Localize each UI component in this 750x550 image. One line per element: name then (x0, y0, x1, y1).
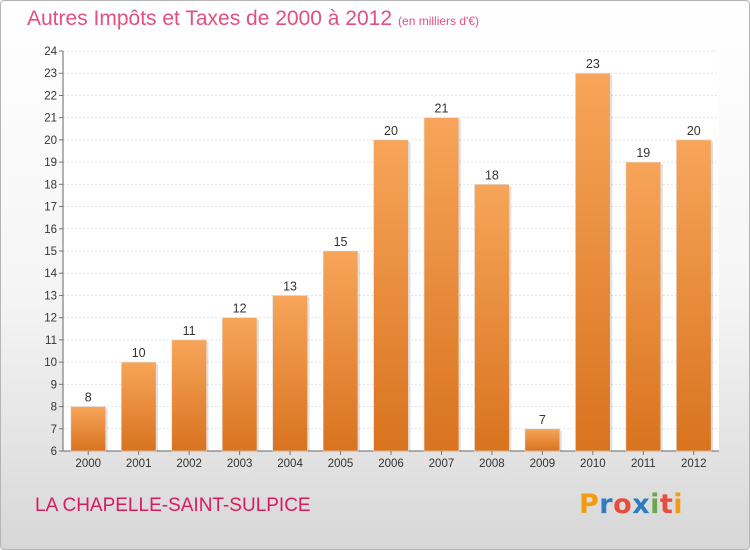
y-tick-label: 16 (44, 224, 57, 236)
logo-letter: t (659, 489, 674, 520)
x-tick-label: 2005 (328, 458, 354, 470)
data-label: 15 (334, 235, 348, 249)
bar (575, 72, 611, 452)
y-tick-label: 19 (44, 157, 57, 169)
bar (70, 406, 106, 452)
bar (272, 295, 308, 452)
y-tick-label: 6 (51, 446, 57, 458)
y-tick-label: 24 (44, 46, 57, 58)
bar (373, 139, 409, 452)
data-label: 23 (586, 57, 600, 71)
proxiti-logo[interactable]: Proxiti (579, 489, 683, 520)
data-label: 12 (233, 302, 247, 316)
data-label: 20 (384, 124, 398, 138)
x-tick-label: 2002 (176, 458, 202, 470)
data-label: 8 (85, 391, 92, 405)
data-label: 13 (283, 279, 297, 293)
bar (221, 317, 258, 452)
x-tick-label: 2010 (580, 458, 606, 470)
x-tick-label: 2004 (277, 458, 303, 470)
data-label: 11 (183, 324, 196, 338)
x-tick-label: 2009 (530, 458, 556, 470)
x-tick-label: 2012 (681, 458, 707, 470)
data-label: 21 (435, 102, 449, 116)
x-tick-label: 2011 (631, 458, 656, 470)
y-tick-label: 15 (44, 246, 57, 258)
logo-letter: i (650, 489, 660, 520)
x-tick-label: 2006 (378, 458, 404, 470)
logo-letter: P (579, 489, 600, 520)
data-label: 20 (687, 124, 701, 138)
y-tick-label: 14 (44, 268, 57, 280)
chart-title-text: Autres Impôts et Taxes de 2000 à 2012 (27, 7, 393, 30)
bar (676, 139, 712, 452)
chart-title: Autres Impôts et Taxes de 2000 à 2012 (en… (27, 7, 479, 31)
data-label: 10 (132, 346, 146, 360)
y-tick-label: 22 (44, 90, 57, 102)
bar (474, 184, 510, 452)
x-tick-label: 2007 (429, 458, 455, 470)
bar (322, 250, 359, 452)
y-tick-label: 9 (51, 379, 57, 391)
logo-letter: o (613, 489, 633, 520)
logo-letter: x (632, 489, 651, 520)
y-tick-label: 18 (44, 179, 57, 191)
y-tick-label: 8 (51, 402, 57, 414)
y-tick-label: 11 (45, 335, 57, 347)
data-label: 7 (539, 413, 546, 427)
y-tick-label: 20 (44, 135, 57, 147)
bar (524, 428, 561, 452)
x-tick-label: 2000 (75, 458, 101, 470)
y-tick-label: 13 (44, 290, 57, 302)
x-tick-label: 2003 (227, 458, 253, 470)
data-label: 18 (485, 168, 499, 182)
commune-name: LA CHAPELLE-SAINT-SULPICE (35, 495, 311, 516)
y-tick-label: 12 (44, 313, 57, 325)
logo-letter: i (673, 489, 684, 520)
data-label: 19 (636, 146, 650, 160)
x-tick-label: 2001 (126, 458, 152, 470)
y-tick-label: 23 (44, 68, 57, 80)
x-tick-label: 2008 (479, 458, 505, 470)
y-tick-label: 7 (51, 424, 57, 436)
chart-unit: (en milliers d'€) (398, 14, 480, 28)
bar (120, 361, 157, 452)
y-tick-label: 21 (44, 113, 57, 125)
y-tick-label: 10 (44, 357, 57, 369)
bar (171, 339, 207, 452)
logo-letter: r (599, 489, 614, 520)
y-tick-label: 17 (44, 202, 57, 214)
bar (625, 161, 662, 452)
bar (423, 117, 460, 452)
